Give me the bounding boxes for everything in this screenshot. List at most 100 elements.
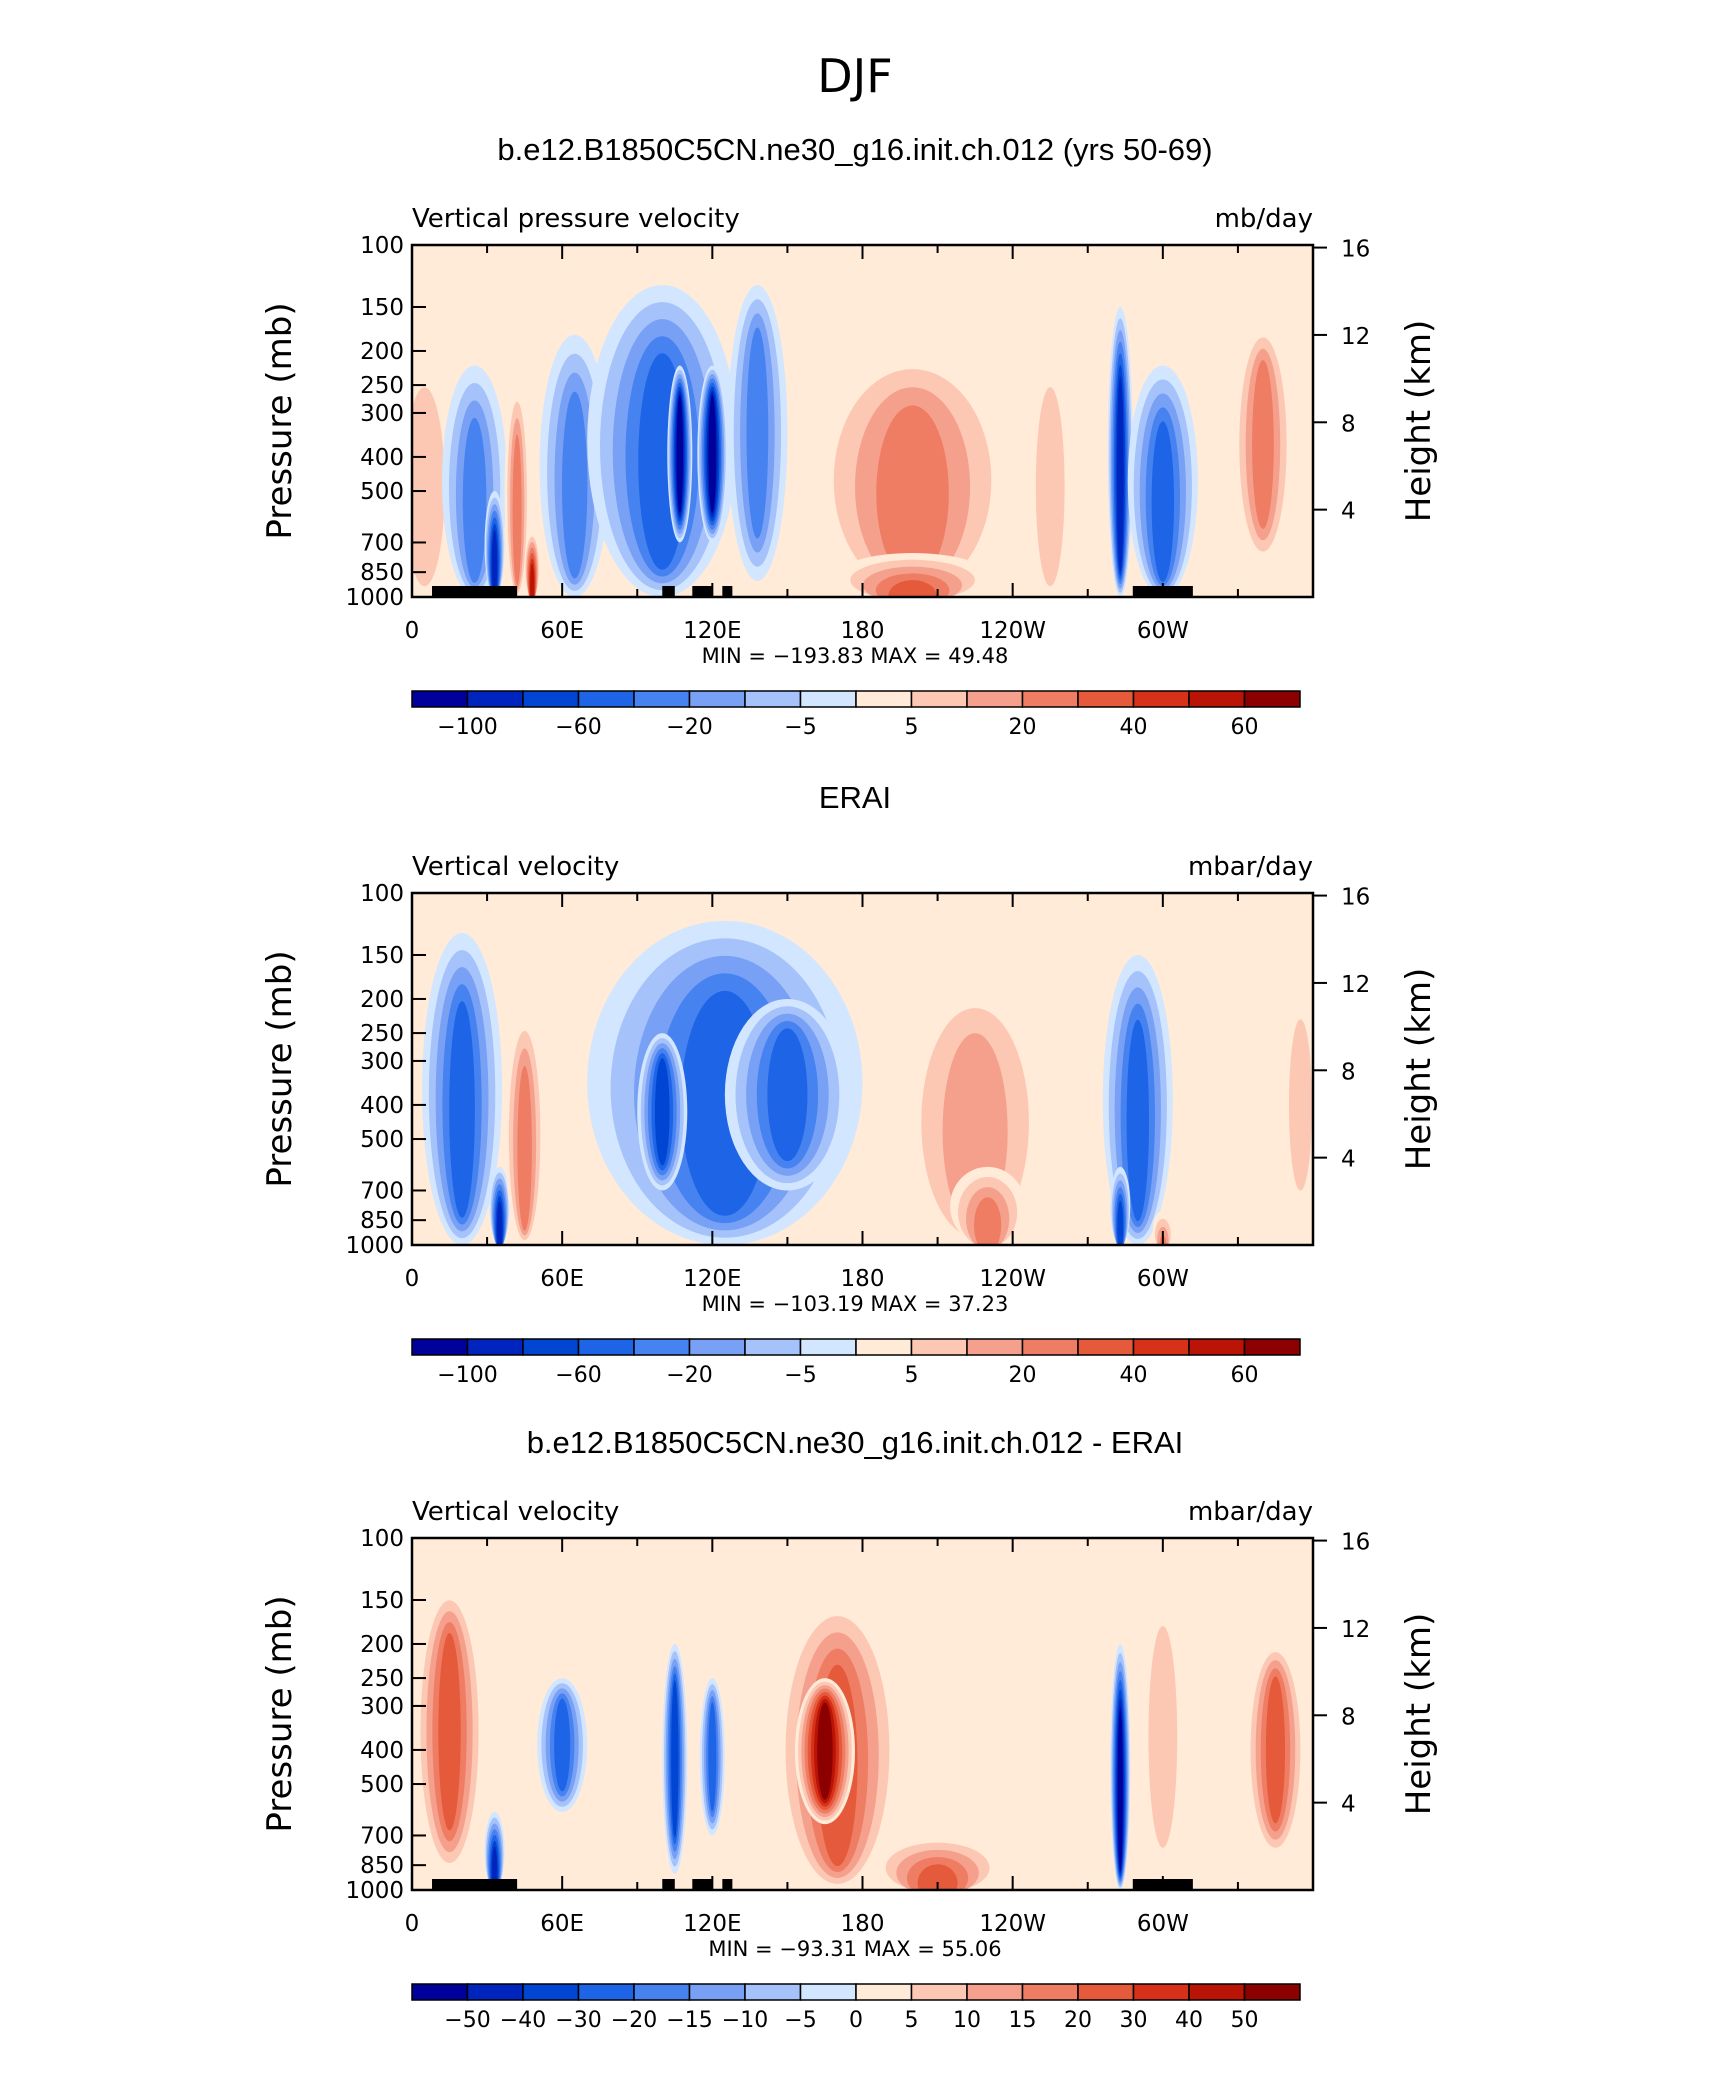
x-tick-label: 0 — [405, 618, 420, 644]
colorbar-box — [799, 1983, 857, 2001]
colorbar-label: −20 — [666, 1363, 712, 1388]
contour-feature-9-level-4 — [1126, 1019, 1150, 1222]
colorbar-box — [744, 690, 802, 708]
chart-panel-2: ERAI Vertical velocity mbar/day 0 60E 120E 180… — [260, 780, 1439, 1388]
land-mask-2 — [662, 586, 675, 597]
variable-label: Vertical velocity — [412, 852, 619, 882]
y-tick-label: 100 — [360, 881, 404, 907]
colorbar-box — [1021, 1983, 1079, 2001]
colorbar-label: 5 — [905, 715, 919, 740]
contour-feature-8-level-7 — [676, 395, 684, 513]
colorbar-box — [1021, 690, 1079, 708]
contour-feature-1-level-4 — [438, 1632, 461, 1831]
land-mask-3 — [692, 1879, 713, 1890]
height-tick-label: 12 — [1341, 1617, 1370, 1643]
colorbar-box — [688, 1338, 746, 1356]
contour-feature-3-level-4 — [554, 1698, 571, 1792]
y-tick-label: 250 — [360, 373, 404, 399]
colorbar-box — [577, 1983, 635, 2001]
panels: b.e12.B1850C5CN.ne30_g16.init.ch.012 (yr… — [260, 132, 1439, 2033]
contour-feature-1-level-4 — [449, 1001, 475, 1218]
y-tick-label: 300 — [360, 1694, 404, 1720]
y-tick-label: 850 — [360, 1853, 404, 1879]
units-label: mbar/day — [1188, 852, 1313, 882]
x-tick-label: 60W — [1137, 1911, 1189, 1937]
colorbar-box — [577, 1338, 635, 1356]
y2-axis-title: Height (km) — [1399, 320, 1439, 523]
x-tick-label: 60E — [540, 1266, 584, 1292]
colorbar-box — [799, 690, 857, 708]
y-tick-label: 150 — [360, 1588, 404, 1614]
y-tick-label: 1000 — [345, 585, 404, 611]
x-tick-label: 120E — [683, 1266, 741, 1292]
y-tick-label: 100 — [360, 1526, 404, 1552]
panel-title: b.e12.B1850C5CN.ne30_g16.init.ch.012 (yr… — [497, 132, 1212, 167]
contour-feature-14-level-6 — [1116, 376, 1124, 572]
colorbar-label: 40 — [1175, 2008, 1203, 2033]
page-title: DJF — [817, 49, 892, 103]
colorbar-box — [1188, 690, 1246, 708]
contour-field — [412, 1538, 1313, 1890]
colorbar-label: −100 — [437, 715, 497, 740]
colorbar-box — [744, 1338, 802, 1356]
colorbar-box — [522, 690, 580, 708]
colorbar-box — [910, 690, 968, 708]
chart-panel-3: b.e12.B1850C5CN.ne30_g16.init.ch.012 - E… — [260, 1425, 1439, 2033]
contour-feature-13-level-1 — [1035, 387, 1065, 587]
y-tick-label: 300 — [360, 1049, 404, 1075]
colorbar-label: −5 — [784, 2008, 816, 2033]
x-tick-label: 120E — [683, 1911, 741, 1937]
colorbar-label: −100 — [437, 1363, 497, 1388]
y-tick-label: 850 — [360, 1208, 404, 1234]
colorbar-box — [966, 1983, 1024, 2001]
colorbar-box — [466, 1983, 524, 2001]
colorbar-box — [799, 1338, 857, 1356]
colorbar-box — [411, 1983, 469, 2001]
x-tick-label: 60E — [540, 618, 584, 644]
y-tick-label: 150 — [360, 295, 404, 321]
colorbar-box — [1021, 1338, 1079, 1356]
colorbar-box — [910, 1983, 968, 2001]
height-tick-label: 16 — [1341, 885, 1370, 911]
colorbar-box — [1243, 1983, 1301, 2001]
contour-feature-9-level-7 — [1117, 1707, 1123, 1872]
colorbar-label: 20 — [1064, 2008, 1092, 2033]
height-tick-label: 8 — [1341, 1704, 1356, 1730]
colorbar-box — [1188, 1338, 1246, 1356]
y-axis-title: Pressure (mb) — [260, 302, 300, 539]
y-tick-label: 500 — [360, 479, 404, 505]
colorbar-box — [466, 1338, 524, 1356]
field-background — [412, 893, 1313, 1245]
units-label: mbar/day — [1188, 1497, 1313, 1527]
colorbar-box — [910, 1338, 968, 1356]
colorbar-label: 20 — [1009, 1363, 1037, 1388]
contour-feature-5-level-4 — [708, 1702, 717, 1812]
y-tick-label: 500 — [360, 1772, 404, 1798]
land-mask-1 — [432, 1879, 518, 1890]
contour-feature-4-level-3 — [512, 434, 522, 586]
contour-feature-3-level-6 — [491, 530, 498, 597]
y-tick-label: 300 — [360, 401, 404, 427]
land-mask-4 — [722, 1879, 733, 1890]
y-tick-label: 200 — [360, 339, 404, 365]
contour-feature-12-level-1 — [1288, 1019, 1312, 1191]
y-tick-label: 200 — [360, 987, 404, 1013]
land-mask-1 — [432, 586, 518, 597]
contour-feature-8-level-4 — [917, 1864, 958, 1890]
colorbar-box — [855, 1338, 913, 1356]
x-tick-label: 180 — [841, 1266, 885, 1292]
colorbar-box — [522, 1338, 580, 1356]
min-max-label: MIN = −103.19 MAX = 37.23 — [702, 1292, 1009, 1316]
height-tick-label: 8 — [1341, 1059, 1356, 1085]
land-mask-4 — [722, 586, 733, 597]
height-tick-label: 4 — [1341, 1147, 1356, 1173]
y-tick-label: 700 — [360, 1823, 404, 1849]
height-tick-label: 16 — [1341, 1530, 1370, 1556]
colorbar-label: 10 — [953, 2008, 981, 2033]
contour-feature-11-level-4 — [1265, 1676, 1286, 1824]
x-tick-label: 60E — [540, 1911, 584, 1937]
y-tick-label: 400 — [360, 1093, 404, 1119]
contour-feature-3-level-3 — [517, 1065, 532, 1231]
chart-panel-1: b.e12.B1850C5CN.ne30_g16.init.ch.012 (yr… — [260, 132, 1439, 740]
colorbar-box — [966, 1338, 1024, 1356]
